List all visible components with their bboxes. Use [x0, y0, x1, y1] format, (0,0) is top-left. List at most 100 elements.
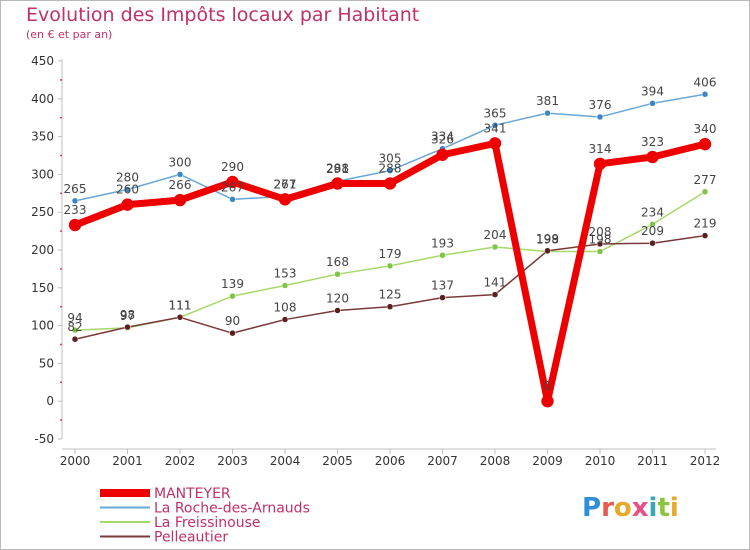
data-label-pelleautier: 111	[169, 298, 192, 312]
data-point-pelleautier	[334, 307, 341, 314]
data-point-manteyer	[488, 137, 502, 150]
data-label-la-freissinouse: 234	[641, 205, 664, 219]
x-tick-label: 2012	[690, 454, 721, 468]
logo-letter: i	[649, 493, 658, 523]
x-tick-label: 2004	[270, 454, 301, 468]
data-label-pelleautier: 120	[326, 291, 349, 305]
data-point-pelleautier	[124, 323, 131, 331]
data-label-la-roche-des-arnauds: 376	[589, 98, 612, 112]
chart-series	[68, 91, 712, 408]
data-label-la-freissinouse: 204	[484, 228, 507, 242]
y-tick-label: 350	[31, 130, 54, 144]
x-tick-label: 2006	[375, 454, 406, 468]
data-label-la-roche-des-arnauds: 265	[64, 182, 87, 196]
data-label-pelleautier: 208	[589, 225, 612, 239]
data-point-pelleautier	[229, 329, 236, 337]
y-tick-label: 400	[31, 92, 54, 106]
data-label-pelleautier: 209	[641, 224, 664, 238]
data-label-manteyer: 290	[221, 160, 244, 174]
data-point-la-freissinouse	[439, 252, 446, 259]
data-point-la-freissinouse	[334, 270, 341, 278]
data-label-pelleautier: 137	[431, 279, 454, 293]
x-tick-label: 2003	[217, 454, 248, 468]
data-label-manteyer: 266	[169, 178, 192, 192]
data-label-manteyer: 260	[116, 183, 139, 197]
data-point-la-freissinouse	[281, 282, 289, 289]
data-label-la-roche-des-arnauds: 305	[379, 152, 402, 166]
data-point-manteyer	[68, 218, 82, 232]
data-point-manteyer	[173, 193, 187, 207]
y-tick-label: 50	[39, 356, 54, 370]
data-point-la-freissinouse	[386, 262, 394, 270]
data-label-la-roche-des-arnauds: 394	[641, 84, 664, 98]
logo-letter: x	[632, 493, 649, 523]
data-label-manteyer: 314	[589, 142, 612, 156]
chart-title: Evolution des Impôts locaux par Habitant	[26, 4, 420, 26]
data-label-pelleautier: 108	[274, 301, 297, 315]
data-point-manteyer	[593, 157, 607, 171]
logo-letter: i	[670, 493, 679, 523]
data-point-pelleautier	[176, 314, 184, 321]
logo-letter: o	[614, 493, 632, 523]
data-point-la-freissinouse	[229, 292, 236, 300]
data-point-la-roche-des-arnauds	[596, 113, 604, 121]
data-point-pelleautier	[701, 232, 709, 239]
data-point-manteyer	[383, 177, 397, 190]
data-label-manteyer: 233	[64, 203, 87, 217]
data-point-manteyer	[698, 137, 712, 151]
data-label-la-roche-des-arnauds: 406	[694, 75, 717, 89]
data-point-manteyer	[541, 394, 554, 408]
data-label-la-roche-des-arnauds: 381	[536, 94, 559, 108]
y-tick-label: 150	[31, 281, 54, 295]
x-tick-label: 2008	[480, 454, 511, 468]
x-tick-label: 2011	[637, 454, 668, 468]
legend-label: La Roche-des-Arnauds	[154, 501, 310, 517]
data-label-manteyer: 288	[326, 161, 349, 175]
data-point-pelleautier	[386, 303, 394, 310]
data-label-la-roche-des-arnauds: 271	[274, 177, 297, 191]
data-label-pelleautier: 141	[484, 276, 507, 290]
x-tick-label: 2000	[60, 454, 91, 468]
data-point-la-freissinouse	[491, 243, 499, 251]
data-point-pelleautier	[71, 335, 79, 343]
data-point-la-roche-des-arnauds	[386, 167, 394, 174]
data-point-pelleautier	[544, 247, 551, 255]
legend-label: Pelleautier	[154, 530, 228, 546]
x-tick-label: 2001	[112, 454, 143, 468]
x-tick-label: 2007	[427, 454, 458, 468]
data-point-la-roche-des-arnauds	[124, 186, 131, 193]
y-tick-label: 0	[46, 394, 54, 408]
x-tick-label: 2005	[322, 454, 353, 468]
logo-letter: P	[582, 493, 601, 523]
data-label-manteyer: 323	[641, 135, 664, 149]
data-label-la-roche-des-arnauds: 267	[221, 180, 244, 194]
data-point-pelleautier	[281, 316, 289, 323]
data-label-pelleautier: 82	[67, 320, 82, 334]
data-point-manteyer	[646, 150, 659, 164]
legend-label: MANTEYER	[154, 486, 231, 502]
x-tick-label: 2009	[532, 454, 563, 468]
data-point-pelleautier	[491, 291, 499, 298]
data-label-pelleautier: 199	[536, 232, 559, 246]
data-point-manteyer	[121, 198, 134, 211]
data-point-la-roche-des-arnauds	[491, 122, 499, 129]
data-label-la-freissinouse: 139	[221, 277, 244, 291]
data-point-manteyer	[226, 175, 239, 189]
data-point-la-roche-des-arnauds	[649, 100, 656, 107]
data-point-la-roche-des-arnauds	[229, 196, 236, 203]
data-label-la-roche-des-arnauds: 334	[431, 130, 454, 144]
data-label-pelleautier: 98	[120, 308, 135, 322]
data-label-manteyer: 288	[379, 161, 402, 175]
data-point-manteyer	[436, 148, 449, 161]
data-label-la-freissinouse: 111	[169, 298, 192, 312]
data-label-la-freissinouse: 198	[536, 233, 559, 247]
data-point-la-roche-des-arnauds	[701, 91, 709, 98]
y-tick-label: 300	[31, 167, 54, 181]
x-tick-label: 2002	[165, 454, 196, 468]
data-point-la-roche-des-arnauds	[176, 171, 184, 178]
data-label-manteyer: 341	[484, 121, 507, 135]
data-point-la-roche-des-arnauds	[544, 109, 551, 117]
data-label-la-freissinouse: 277	[694, 173, 717, 187]
data-label-la-freissinouse: 94	[67, 311, 82, 325]
